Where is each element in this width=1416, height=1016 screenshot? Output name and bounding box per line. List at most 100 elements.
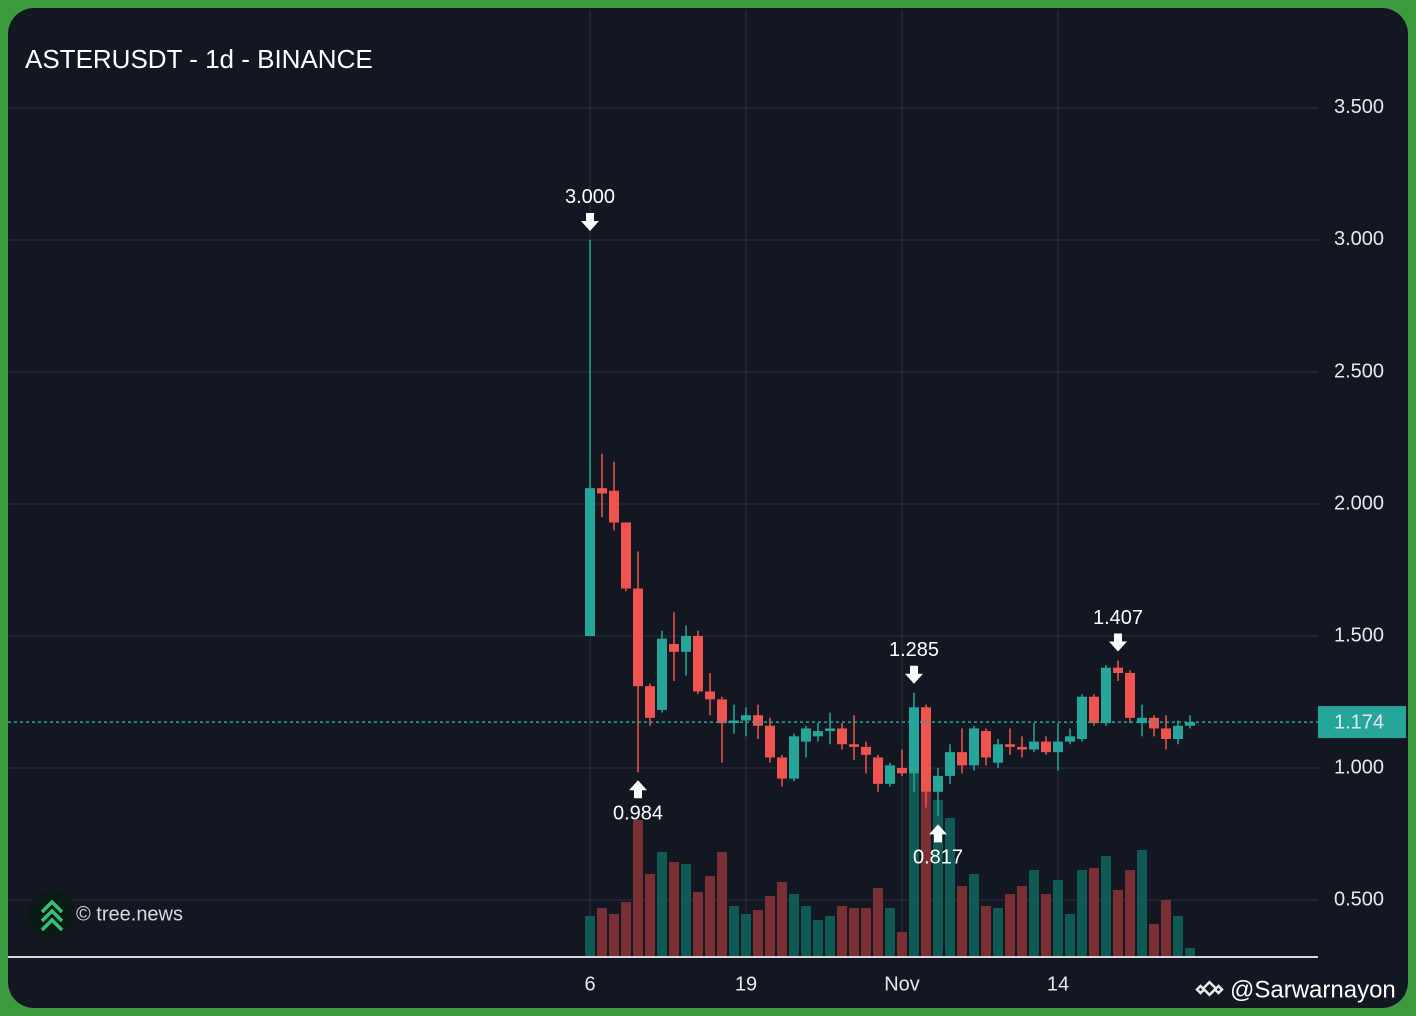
candle-body <box>1005 744 1015 747</box>
watermark: © tree.news <box>76 903 183 925</box>
logo-mark <box>40 899 64 932</box>
candle-body <box>1173 725 1183 739</box>
volume-bar <box>921 790 931 956</box>
candle-body <box>1029 741 1039 750</box>
y-tick-label: 2.000 <box>1334 492 1384 514</box>
x-tick-label: 19 <box>735 973 757 995</box>
last-price-box <box>1318 706 1406 739</box>
volume-bar <box>1041 894 1051 956</box>
volume-bar <box>1149 924 1159 956</box>
candle-body <box>597 488 607 494</box>
candle-body <box>1185 722 1195 726</box>
candle-body <box>969 728 979 766</box>
y-tick-label: 2.500 <box>1334 360 1384 382</box>
candle-body <box>1149 717 1159 729</box>
candle-body <box>1077 696 1087 739</box>
annotation: 0.817 <box>913 847 963 869</box>
volume-bar <box>813 920 823 956</box>
logo <box>28 890 76 938</box>
candle-body <box>921 707 931 792</box>
candle-body <box>669 643 679 652</box>
candle-body <box>993 744 1003 763</box>
candle-body <box>933 775 943 792</box>
candle-body <box>585 488 595 637</box>
candle-body <box>1041 741 1051 753</box>
volume-bar <box>1101 856 1111 956</box>
candle-body <box>657 638 667 710</box>
volume-bar <box>885 908 895 956</box>
credit: @Sarwarnayon <box>1230 976 1396 1003</box>
volume-bar <box>621 902 631 956</box>
candle-body <box>1161 728 1171 739</box>
volume-bar <box>1185 948 1195 956</box>
volume-bar <box>897 932 907 956</box>
annotation: 1.407 <box>1093 607 1143 629</box>
candle-body <box>753 715 763 726</box>
candle-body <box>693 636 703 692</box>
volume-bar <box>633 820 643 956</box>
volume-bar <box>693 892 703 956</box>
volume-bar <box>1065 914 1075 956</box>
panel <box>8 8 1408 1008</box>
volume-bar <box>1077 870 1087 956</box>
y-tick-label: 3.000 <box>1334 228 1384 250</box>
annotation: 1.285 <box>889 639 939 661</box>
candle-body <box>849 744 859 747</box>
candle-body <box>1113 667 1123 673</box>
candle-body <box>1137 717 1147 724</box>
y-tick-label: 1.500 <box>1334 624 1384 646</box>
candle-body <box>945 752 955 776</box>
candle-body <box>1065 736 1075 742</box>
arrow-down <box>905 665 923 684</box>
volume-bar <box>1137 850 1147 956</box>
overlays: 0.500 1.000 1.500 2.000 2.500 3.000 3.500 6 19 No… <box>8 96 1406 995</box>
candle-body <box>1017 746 1027 750</box>
candle-body <box>813 731 823 737</box>
y-tick-label: 3.500 <box>1334 96 1384 118</box>
volume-bar <box>873 888 883 956</box>
volume-bar <box>1089 868 1099 956</box>
candle-body <box>837 728 847 745</box>
chart-title: ASTERUSDT - 1d - BINANCE <box>25 44 373 74</box>
volume-bar <box>957 886 967 956</box>
volume-bar <box>981 906 991 956</box>
candle-body <box>681 636 691 652</box>
candle-body <box>1101 667 1111 724</box>
candle-body <box>1125 672 1135 718</box>
binance-logo <box>1195 980 1224 997</box>
grid <box>8 10 1318 956</box>
volume-bar <box>849 908 859 956</box>
x-tick-label: Nov <box>884 973 920 995</box>
candle-body <box>957 752 967 766</box>
annotation: 0.984 <box>613 803 663 825</box>
volume-bar <box>969 874 979 956</box>
volume-bar <box>837 906 847 956</box>
volume-bar <box>1173 916 1183 956</box>
volume-bar <box>717 852 727 956</box>
candle-body <box>633 588 643 687</box>
volume-bar <box>789 894 799 956</box>
volume-bar <box>657 852 667 956</box>
y-tick-label: 1.000 <box>1334 756 1384 778</box>
volume-bar <box>1053 880 1063 956</box>
volume-bar <box>825 916 835 956</box>
arrow-up <box>929 824 947 843</box>
volume-bar <box>993 908 1003 956</box>
candle-body <box>801 728 811 742</box>
volume-bar <box>753 910 763 956</box>
candle-body <box>621 522 631 589</box>
arrow-down <box>1109 633 1127 652</box>
candle-body <box>825 728 835 732</box>
volume-bar <box>861 908 871 956</box>
last-price-label: 1.174 <box>1334 711 1384 733</box>
candles <box>585 239 1195 817</box>
volume-bar <box>597 908 607 956</box>
candle-body <box>645 686 655 718</box>
x-tick-label: 14 <box>1047 973 1069 995</box>
volume-pane <box>585 770 1195 956</box>
volume-bar <box>669 862 679 956</box>
annotation: 3.000 <box>565 186 615 208</box>
candle-body <box>609 490 619 523</box>
volume-bar <box>741 914 751 956</box>
